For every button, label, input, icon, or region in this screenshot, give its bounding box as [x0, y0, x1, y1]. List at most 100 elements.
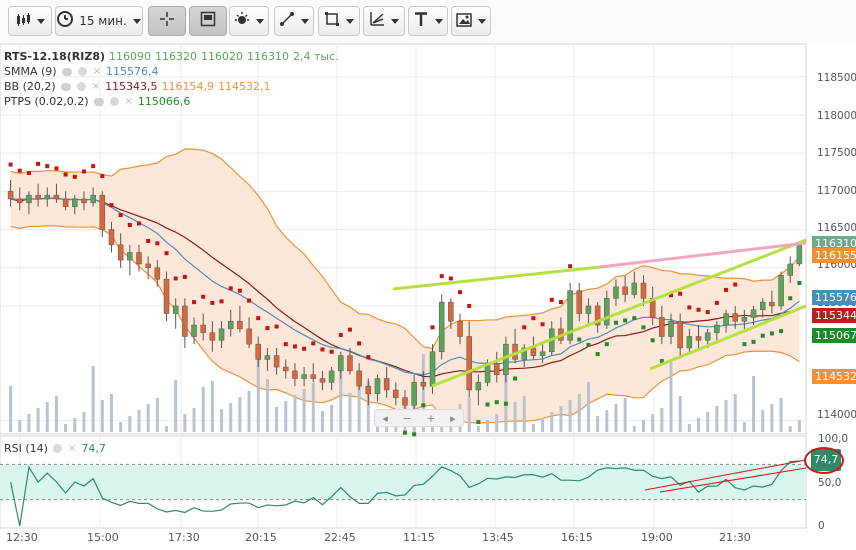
bear-candle — [457, 320, 463, 337]
volume-bar — [476, 426, 480, 432]
sar-dot — [586, 342, 591, 347]
sar-dot — [292, 344, 297, 349]
bb-mid-line — [10, 197, 800, 378]
sar-dot — [173, 276, 178, 281]
time-axis-label: 20:15 — [245, 531, 277, 544]
volume-bar — [54, 396, 58, 432]
volume-bar — [632, 426, 636, 432]
gear-icon[interactable] — [77, 67, 87, 76]
close-icon[interactable]: × — [124, 95, 133, 107]
gear-icon[interactable] — [109, 97, 119, 106]
eye-icon[interactable] — [60, 82, 71, 91]
smma-label: SMMA (9) — [4, 65, 57, 78]
bear-candle — [310, 374, 317, 379]
chart-type-button[interactable] — [8, 6, 52, 36]
bull-candle — [301, 374, 307, 379]
close-icon[interactable]: × — [91, 80, 101, 92]
sar-dot — [357, 341, 362, 346]
ptps-tag: 115067 — [812, 328, 856, 343]
bull-candle — [429, 351, 436, 387]
bear-candle — [402, 397, 408, 406]
fib-tool-button[interactable] — [363, 6, 405, 36]
interval-dropdown[interactable]: 15 мин. — [55, 6, 143, 36]
sar-dot — [81, 169, 86, 174]
rsi-line — [9, 460, 800, 527]
time-axis-label: 12:30 — [6, 531, 38, 544]
volume-bar — [36, 408, 40, 432]
shape-tool-button[interactable] — [318, 6, 360, 36]
volume-bar — [330, 405, 334, 432]
shape-tool-icon — [324, 11, 340, 31]
trend-line — [431, 238, 807, 388]
chevron-down-icon — [256, 18, 264, 24]
scroll-left-icon[interactable]: ◂ — [382, 411, 388, 425]
sar-dot — [568, 264, 573, 269]
sar-dot — [36, 161, 41, 166]
text-tool-button[interactable] — [408, 6, 448, 36]
bear-candle — [659, 317, 665, 337]
sar-dot — [724, 287, 729, 292]
chart-navigator[interactable]: ◂ − + ▸ — [374, 409, 464, 427]
close-icon[interactable]: × — [67, 442, 77, 454]
volume-bar — [788, 426, 792, 432]
bear-candle — [493, 362, 500, 375]
bull-candle — [374, 378, 381, 395]
zoom-out-icon[interactable]: − — [402, 411, 412, 425]
bb-upper-line — [10, 148, 800, 350]
bull-candle — [264, 355, 271, 360]
volume-bar — [697, 418, 701, 432]
volume-bar — [733, 394, 737, 432]
sar-dot — [347, 327, 352, 332]
rsi-trend-line — [659, 467, 807, 493]
volume-bar — [623, 398, 627, 432]
sar-dot — [118, 213, 123, 218]
sar-dot — [613, 320, 618, 325]
gear-icon[interactable] — [52, 444, 62, 453]
time-axis-label: 17:30 — [168, 531, 200, 544]
scroll-right-icon[interactable]: ▸ — [450, 411, 456, 425]
compare-button[interactable] — [189, 6, 227, 36]
image-tool-button[interactable] — [451, 6, 491, 36]
volume-bar — [550, 412, 554, 432]
bull-candle — [26, 194, 32, 204]
sar-dot — [430, 325, 435, 330]
volume-bar — [522, 396, 526, 432]
sar-dot — [182, 274, 187, 279]
sar-dot — [63, 172, 68, 177]
gear-icon[interactable] — [76, 82, 86, 91]
sar-dot — [329, 349, 334, 354]
volume-bar — [651, 414, 655, 432]
sar-dot — [137, 221, 141, 226]
sar-dot — [467, 303, 472, 308]
crosshair-icon — [159, 11, 175, 31]
line-tool-icon — [279, 11, 295, 31]
indicators-button[interactable] — [229, 6, 269, 36]
time-axis-label: 15:00 — [87, 531, 119, 544]
rsi-axis-label: 50,0 — [818, 477, 842, 489]
price-axis-label: 114000 — [817, 409, 856, 421]
rsi-band — [0, 464, 806, 500]
sar-dot — [595, 352, 600, 357]
trend-lines[interactable] — [392, 238, 807, 388]
eye-icon[interactable] — [93, 97, 104, 106]
bear-candle — [594, 305, 601, 326]
volume-bar — [614, 404, 618, 432]
price-axis-label: 118000 — [817, 110, 856, 122]
zoom-in-icon[interactable]: + — [426, 411, 436, 425]
chevron-down-icon — [391, 18, 399, 24]
bear-candle — [246, 328, 252, 345]
bull-candle — [90, 194, 96, 204]
close-icon[interactable]: × — [92, 65, 101, 77]
sar-dot — [678, 291, 683, 296]
bear-candle — [145, 263, 151, 268]
volume-bar — [82, 412, 86, 432]
legend-symbol-row: RTS-12.18(RIZ8) 116090 116320 116020 116… — [4, 49, 339, 64]
bb-lower-value: 114532,1 — [218, 80, 271, 93]
parabolic-sar — [8, 161, 802, 437]
eye-icon[interactable] — [61, 67, 72, 76]
time-axis-label: 22:45 — [324, 531, 356, 544]
bull-candle — [585, 305, 592, 314]
crosshair-button[interactable] — [148, 6, 186, 36]
line-tool-button[interactable] — [274, 6, 314, 36]
